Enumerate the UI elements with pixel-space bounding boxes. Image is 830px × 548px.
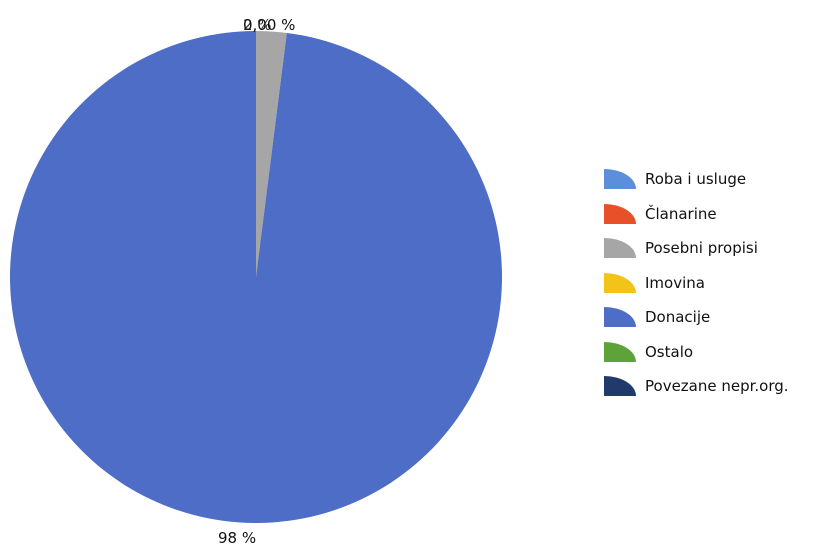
legend-item: Povezane nepr.org.	[603, 369, 789, 404]
pie-slice-posebni-propisi	[256, 31, 287, 277]
legend: Roba i usluge Članarine Posebni propisi Imo…	[603, 162, 789, 404]
legend-label: Povezane nepr.org.	[645, 377, 789, 396]
legend-item: Članarine	[603, 197, 789, 232]
legend-label: Članarine	[645, 204, 717, 223]
legend-item: Donacije	[603, 300, 789, 335]
legend-label: Ostalo	[645, 342, 694, 361]
data-label-small: 2 %	[243, 16, 272, 34]
legend-label: Imovina	[645, 273, 705, 292]
legend-swatch-icon	[604, 238, 636, 259]
legend-swatch-icon	[604, 307, 636, 328]
legend-swatch-icon	[604, 272, 636, 293]
data-label-zero: 0,00 %	[243, 16, 295, 34]
legend-swatch-icon	[604, 203, 636, 224]
legend-item: Roba i usluge	[603, 162, 789, 197]
legend-swatch-icon	[604, 376, 636, 397]
legend-swatch-icon	[604, 169, 636, 190]
legend-item: Posebni propisi	[603, 231, 789, 266]
legend-label: Donacije	[645, 308, 711, 327]
data-label-large: 98 %	[218, 529, 256, 547]
legend-label: Posebni propisi	[645, 239, 758, 258]
legend-item: Imovina	[603, 266, 789, 301]
legend-item: Ostalo	[603, 335, 789, 370]
legend-label: Roba i usluge	[645, 170, 747, 189]
pie-slice-donacije	[10, 30, 503, 523]
legend-swatch-icon	[604, 341, 636, 362]
